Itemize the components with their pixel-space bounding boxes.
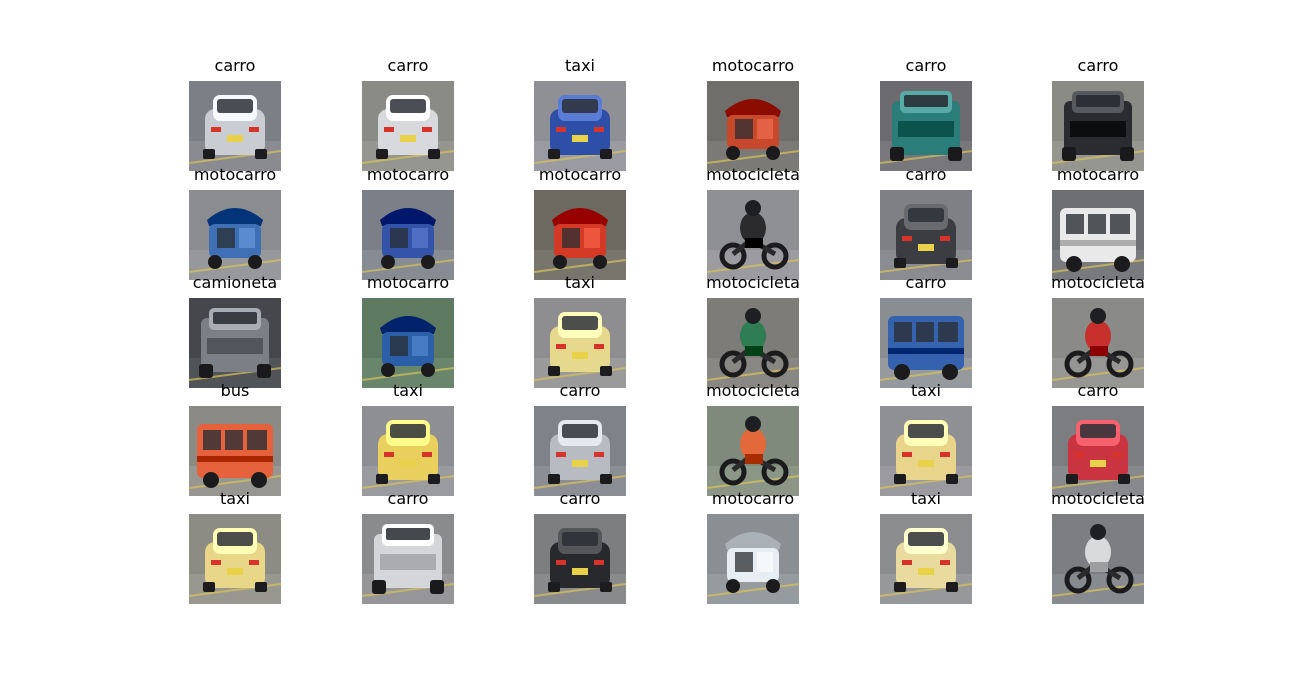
image-label: bus [220,381,250,400]
bus-icon [1052,190,1144,280]
image-label: carro [559,381,601,400]
image-label: taxi [220,489,250,508]
vehicle-photo [707,406,799,496]
vehicle-photo [880,406,972,496]
image-label: carro [1077,381,1119,400]
image-label: motocicleta [1051,489,1145,508]
truck-icon [189,298,281,388]
vehicle-photo [534,81,626,171]
bus-icon [880,298,972,388]
vehicle-photo [880,298,972,388]
motorcycle-icon [707,406,799,496]
image-label: taxi [911,489,941,508]
car-icon [1052,406,1144,496]
image-label: motocicleta [706,273,800,292]
image-label: carro [559,489,601,508]
image-label: carro [1077,56,1119,75]
vehicle-photo [189,81,281,171]
vehicle-photo [189,190,281,280]
car-icon [189,514,281,604]
vehicle-photo [534,514,626,604]
vehicle-photo [362,190,454,280]
image-label: taxi [911,381,941,400]
image-label: motocarro [711,489,795,508]
car-icon [534,406,626,496]
vehicle-photo [880,190,972,280]
car-icon [362,81,454,171]
motorcycle-icon [707,298,799,388]
vehicle-photo [707,81,799,171]
image-label: motocarro [538,165,622,184]
bus-icon [189,406,281,496]
image-label: camioneta [192,273,278,292]
image-label: carro [387,56,429,75]
vehicle-photo [189,298,281,388]
vehicle-photo [534,298,626,388]
car-icon [534,298,626,388]
image-label: carro [905,165,947,184]
vehicle-photo [362,406,454,496]
car-icon [880,406,972,496]
motocarro-icon [707,514,799,604]
car-icon [880,514,972,604]
motorcycle-icon [1052,514,1144,604]
image-label: taxi [393,381,423,400]
vehicle-photo [189,406,281,496]
vehicle-photo [1052,298,1144,388]
vehicle-photo [1052,81,1144,171]
image-label: carro [905,273,947,292]
image-label: motocicleta [706,165,800,184]
vehicle-photo [880,81,972,171]
motocarro-icon [362,190,454,280]
image-label: carro [387,489,429,508]
image-label: taxi [565,273,595,292]
motorcycle-icon [1052,298,1144,388]
vehicle-photo [707,190,799,280]
image-label: carro [214,56,256,75]
vehicle-photo [189,514,281,604]
vehicle-photo [1052,406,1144,496]
motocarro-icon [534,190,626,280]
motocarro-icon [362,298,454,388]
car-icon [534,514,626,604]
motorcycle-icon [707,190,799,280]
vehicle-photo [362,298,454,388]
image-label: motocicleta [1051,273,1145,292]
vehicle-photo [1052,514,1144,604]
car-icon [189,81,281,171]
vehicle-photo [880,514,972,604]
vehicle-photo [362,514,454,604]
image-label: motocarro [711,56,795,75]
image-label: motocicleta [706,381,800,400]
vehicle-photo [707,298,799,388]
image-label: motocarro [1056,165,1140,184]
image-label: carro [905,56,947,75]
car-icon [880,190,972,280]
vehicle-photo [707,514,799,604]
truck-icon [1052,81,1144,171]
car-icon [362,406,454,496]
motocarro-icon [189,190,281,280]
image-label: motocarro [366,165,450,184]
image-label: motocarro [366,273,450,292]
motocarro-icon [707,81,799,171]
image-label: taxi [565,56,595,75]
vehicle-photo [534,406,626,496]
image-label: motocarro [193,165,277,184]
truck-icon [880,81,972,171]
car-icon [534,81,626,171]
vehicle-photo [534,190,626,280]
truck-icon [362,514,454,604]
vehicle-photo [362,81,454,171]
vehicle-photo [1052,190,1144,280]
